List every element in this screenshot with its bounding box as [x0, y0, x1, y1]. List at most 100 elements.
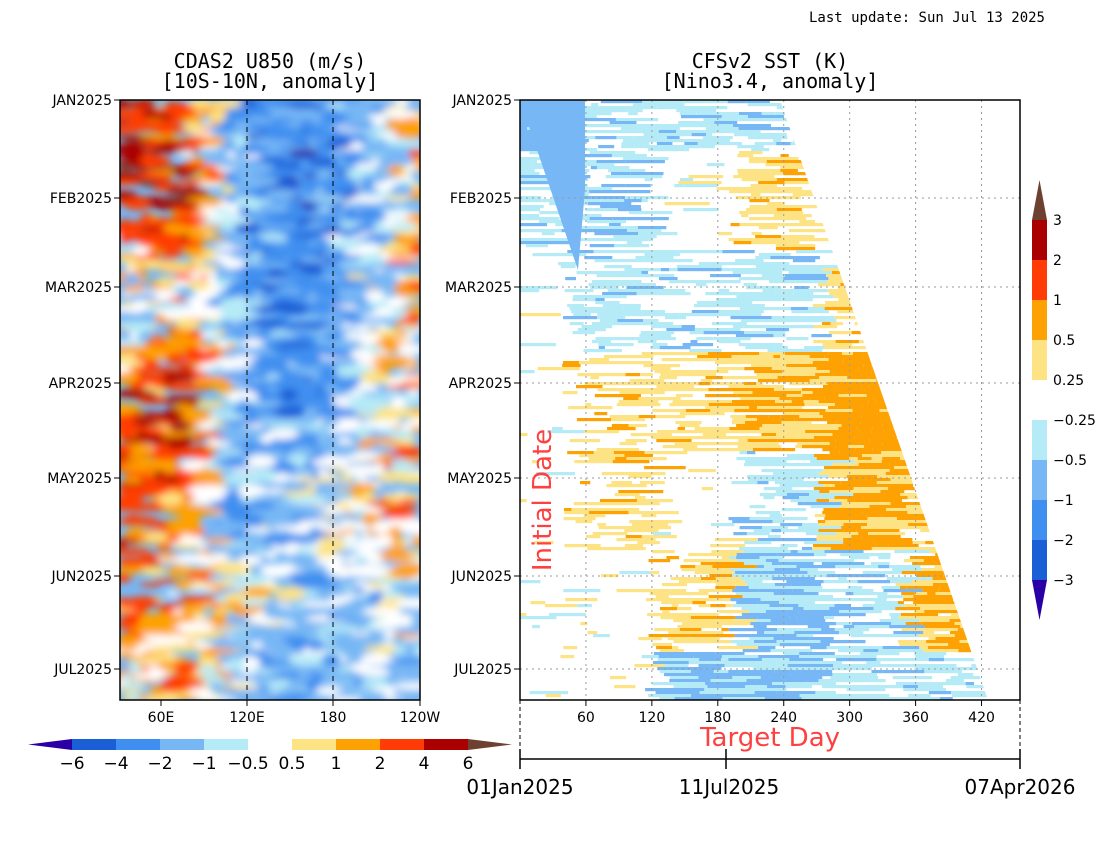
x-tick-label: 120	[639, 710, 666, 726]
heatmap-cell	[154, 313, 165, 322]
heatmap-streak	[850, 556, 870, 560]
heatmap-streak	[802, 463, 833, 467]
heatmap-streak	[795, 670, 833, 674]
heatmap-streak	[928, 691, 952, 695]
heatmap-streak	[829, 442, 861, 446]
colorbar-swatch	[1032, 460, 1047, 500]
heatmap-cell	[241, 213, 267, 218]
heatmap-streak	[777, 538, 817, 542]
heatmap-cell	[253, 577, 274, 582]
heatmap-streak	[656, 142, 673, 146]
heatmap-streak	[667, 592, 709, 596]
heatmap-streak	[624, 343, 634, 347]
heatmap-streak	[654, 124, 675, 128]
heatmap-streak	[816, 499, 830, 503]
heatmap-streak	[842, 508, 887, 512]
heatmap-streak	[659, 607, 678, 611]
heatmap-cell	[263, 606, 294, 620]
heatmap-streak	[782, 370, 802, 374]
heatmap-cell	[122, 611, 147, 616]
heatmap-streak	[843, 538, 868, 542]
heatmap-streak	[749, 517, 763, 521]
heatmap-streak	[869, 439, 900, 443]
heatmap-cell	[243, 455, 277, 468]
heatmap-streak	[765, 610, 799, 614]
heatmap-streak	[732, 271, 776, 275]
heatmap-streak	[832, 673, 846, 677]
heatmap-streak	[843, 358, 880, 362]
heatmap-cell	[367, 275, 400, 289]
heatmap-streak	[650, 367, 671, 371]
heatmap-cell	[175, 621, 215, 634]
heatmap-cell	[153, 242, 182, 252]
heatmap-streak	[737, 445, 782, 449]
heatmap-streak	[847, 565, 879, 569]
heatmap-streak	[739, 277, 784, 281]
heatmap-cell	[120, 537, 127, 549]
heatmap-streak	[856, 529, 882, 533]
heatmap-streak	[767, 448, 796, 452]
heatmap-streak	[718, 289, 730, 293]
heatmap-streak	[949, 619, 966, 623]
heatmap-streak	[884, 493, 901, 497]
heatmap-streak	[626, 229, 662, 233]
heatmap-streak	[828, 358, 844, 362]
heatmap-cell	[182, 113, 203, 124]
heatmap-streak	[640, 331, 675, 335]
heatmap-streak	[691, 133, 707, 137]
heatmap-streak	[836, 421, 861, 425]
heatmap-streak	[594, 412, 608, 416]
heatmap-streak	[741, 178, 777, 182]
heatmap-cell	[286, 168, 322, 175]
heatmap-streak	[854, 499, 882, 503]
colorbar-label: −2	[1053, 533, 1074, 549]
heatmap-cell	[127, 321, 152, 327]
heatmap-streak	[756, 628, 778, 632]
heatmap-streak	[826, 646, 838, 650]
heatmap-streak	[691, 694, 729, 698]
heatmap-cell	[207, 413, 247, 421]
heatmap-cell	[391, 343, 420, 355]
heatmap-cell	[339, 227, 358, 238]
heatmap-streak	[721, 628, 729, 632]
heatmap-streak	[623, 313, 652, 317]
heatmap-streak	[758, 655, 800, 659]
heatmap-streak	[759, 226, 778, 230]
heatmap-streak	[779, 418, 795, 422]
y-tick-label: JAN2025	[51, 93, 112, 109]
heatmap-streak	[696, 337, 714, 341]
heatmap-streak	[668, 133, 692, 137]
heatmap-cell	[138, 134, 182, 140]
heatmap-streak	[773, 334, 786, 338]
heatmap-streak	[646, 598, 674, 602]
heatmap-streak	[682, 343, 714, 347]
heatmap-streak	[689, 139, 730, 143]
heatmap-streak	[768, 571, 808, 575]
heatmap-streak	[744, 331, 752, 335]
heatmap-streak	[728, 556, 737, 560]
heatmap-cell	[336, 287, 373, 294]
heatmap-streak	[787, 289, 828, 293]
heatmap-streak	[613, 235, 622, 239]
heatmap-cell	[399, 325, 415, 332]
heatmap-streak	[664, 202, 710, 206]
heatmap-streak	[520, 217, 531, 221]
heatmap-streak	[885, 472, 929, 476]
heatmap-streak	[845, 520, 879, 524]
heatmap-streak	[662, 688, 705, 692]
heatmap-streak	[858, 532, 869, 536]
heatmap-streak	[705, 127, 739, 131]
y-tick-label: JUN2025	[51, 569, 112, 585]
heatmap-cell	[339, 101, 376, 108]
heatmap-streak	[520, 343, 556, 347]
heatmap-streak	[520, 148, 539, 152]
heatmap-streak	[693, 436, 732, 440]
heatmap-streak	[841, 502, 849, 506]
heatmap-streak	[793, 355, 810, 359]
heatmap-streak	[520, 172, 540, 176]
heatmap-cell	[226, 631, 270, 638]
heatmap-streak	[753, 133, 787, 137]
heatmap-streak	[683, 352, 708, 356]
heatmap-cell	[120, 403, 140, 413]
heatmap-streak	[730, 316, 772, 320]
